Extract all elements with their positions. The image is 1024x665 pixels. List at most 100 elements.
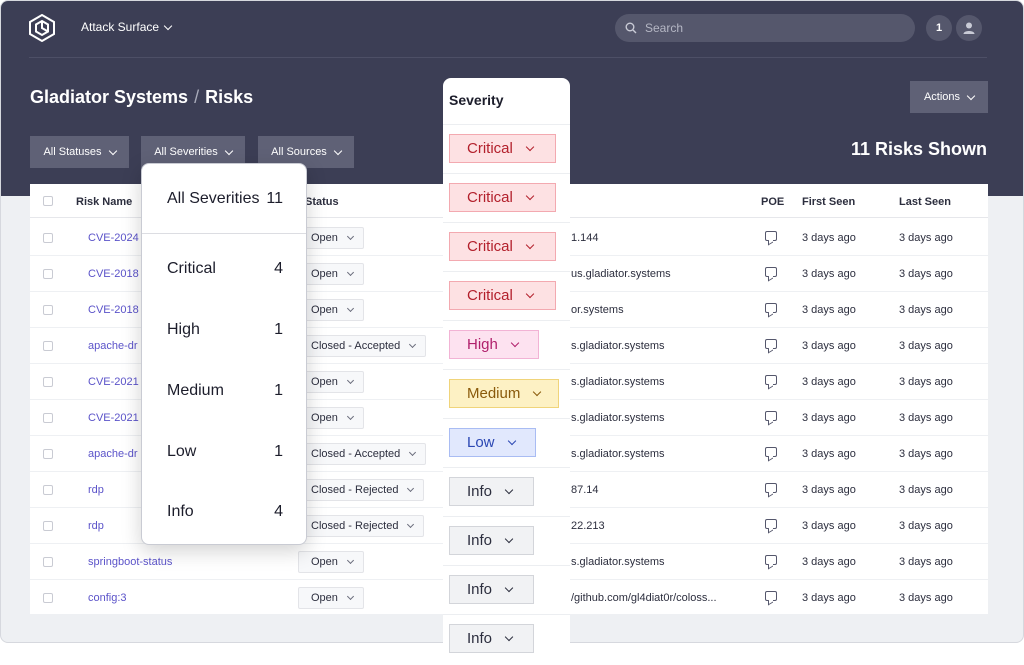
- row-checkbox[interactable]: [43, 593, 53, 603]
- severity-filter[interactable]: All Severities: [141, 136, 245, 168]
- first-seen-cell: 3 days ago: [802, 232, 856, 244]
- status-select[interactable]: Open: [298, 587, 364, 609]
- status-select[interactable]: Open: [298, 227, 364, 249]
- severity-badge[interactable]: Info: [449, 624, 534, 653]
- risk-name-link[interactable]: CVE-2021: [88, 412, 139, 424]
- page-title: Risks: [205, 87, 254, 107]
- last-seen-cell: 3 days ago: [899, 592, 953, 604]
- comment-icon[interactable]: [765, 411, 777, 421]
- comment-icon[interactable]: [765, 555, 777, 565]
- first-seen-cell: 3 days ago: [802, 412, 856, 424]
- asset-cell: /github.com/gl4diat0r/coloss...: [571, 592, 717, 604]
- logo-icon[interactable]: [29, 14, 55, 42]
- severity-badge[interactable]: Low: [449, 428, 536, 457]
- comment-icon[interactable]: [765, 447, 777, 457]
- source-filter[interactable]: All Sources: [258, 136, 354, 168]
- severity-option[interactable]: Info 4: [167, 503, 283, 521]
- search-input[interactable]: [645, 21, 885, 35]
- actions-button[interactable]: Actions: [910, 81, 988, 113]
- severity-badge[interactable]: Info: [449, 526, 534, 555]
- status-select[interactable]: Closed - Rejected: [298, 515, 425, 537]
- comment-icon[interactable]: [765, 267, 777, 277]
- status-select[interactable]: Open: [298, 263, 364, 285]
- comment-icon[interactable]: [765, 231, 777, 241]
- row-checkbox[interactable]: [43, 521, 53, 531]
- severity-badge[interactable]: Critical: [449, 134, 556, 163]
- comment-icon[interactable]: [765, 483, 777, 493]
- risk-name-link[interactable]: rdp: [88, 520, 104, 532]
- column-risk-name[interactable]: Risk Name: [76, 196, 133, 208]
- severity-badge[interactable]: High: [449, 330, 539, 359]
- notifications-badge[interactable]: 1: [926, 15, 952, 41]
- severity-badge[interactable]: Info: [449, 477, 534, 506]
- row-checkbox[interactable]: [43, 413, 53, 423]
- row-checkbox[interactable]: [43, 449, 53, 459]
- column-poe[interactable]: POE: [761, 196, 785, 208]
- comment-icon[interactable]: [765, 375, 777, 385]
- app-switcher[interactable]: Attack Surface: [81, 20, 173, 34]
- severity-option[interactable]: Critical 4: [167, 260, 283, 278]
- severity-option[interactable]: All Severities 11: [167, 190, 283, 208]
- row-checkbox[interactable]: [43, 341, 53, 351]
- row-checkbox[interactable]: [43, 233, 53, 243]
- comment-icon[interactable]: [765, 591, 777, 601]
- severity-badge[interactable]: Info: [449, 575, 534, 604]
- comment-icon[interactable]: [765, 303, 777, 313]
- risk-name-link[interactable]: CVE-2018: [88, 304, 139, 316]
- severity-badge[interactable]: Medium: [449, 379, 559, 408]
- chevron-down-icon: [346, 268, 354, 277]
- risk-name-link[interactable]: apache-dr: [88, 448, 138, 460]
- search-bar[interactable]: [615, 14, 915, 42]
- first-seen-cell: 3 days ago: [802, 484, 856, 496]
- row-checkbox[interactable]: [43, 377, 53, 387]
- severity-row-divider: [443, 418, 570, 419]
- status-value: Open: [311, 268, 338, 280]
- risk-name-link[interactable]: rdp: [88, 484, 104, 496]
- chevron-down-icon: [504, 485, 514, 495]
- status-select[interactable]: Open: [298, 371, 364, 393]
- row-checkbox[interactable]: [43, 557, 53, 567]
- status-select[interactable]: Open: [298, 551, 364, 573]
- status-select[interactable]: Open: [298, 407, 364, 429]
- avatar[interactable]: [956, 15, 982, 41]
- row-checkbox[interactable]: [43, 485, 53, 495]
- risk-name-link[interactable]: config:3: [88, 592, 127, 604]
- risk-name-link[interactable]: springboot-status: [88, 556, 173, 568]
- severity-option[interactable]: Low 1: [167, 443, 283, 461]
- row-checkbox[interactable]: [43, 305, 53, 315]
- severity-badge-label: Critical: [467, 287, 513, 304]
- severity-column-panel: Severity Critical Critical Critical Critica…: [443, 78, 570, 665]
- status-select[interactable]: Closed - Rejected: [298, 479, 425, 501]
- last-seen-cell: 3 days ago: [899, 484, 953, 496]
- column-first-seen[interactable]: First Seen: [802, 196, 856, 208]
- risk-name-link[interactable]: CVE-2018: [88, 268, 139, 280]
- row-checkbox[interactable]: [43, 269, 53, 279]
- select-all-checkbox[interactable]: [43, 196, 53, 206]
- last-seen-cell: 3 days ago: [899, 376, 953, 388]
- risk-name-link[interactable]: CVE-2024: [88, 232, 139, 244]
- severity-row-divider: [443, 320, 570, 321]
- severity-option[interactable]: High 1: [167, 321, 283, 339]
- status-select[interactable]: Closed - Accepted: [298, 335, 427, 357]
- chevron-down-icon: [163, 21, 173, 30]
- last-seen-cell: 3 days ago: [899, 448, 953, 460]
- severity-option[interactable]: Medium 1: [167, 382, 283, 400]
- table-row[interactable]: CVE-2021 Open s.gladiator.systems 3 days ag…: [30, 400, 988, 436]
- status-value: Closed - Rejected: [311, 484, 399, 496]
- status-select[interactable]: Closed - Accepted: [298, 443, 427, 465]
- last-seen-cell: 3 days ago: [899, 556, 953, 568]
- risk-name-link[interactable]: apache-dr: [88, 340, 138, 352]
- severity-badge[interactable]: Critical: [449, 183, 556, 212]
- status-select[interactable]: Open: [298, 299, 364, 321]
- risk-name-link[interactable]: CVE-2021: [88, 376, 139, 388]
- severity-option-count: 1: [274, 321, 283, 338]
- column-last-seen[interactable]: Last Seen: [899, 196, 951, 208]
- comment-icon[interactable]: [765, 339, 777, 349]
- last-seen-cell: 3 days ago: [899, 412, 953, 424]
- comment-icon[interactable]: [765, 519, 777, 529]
- column-status[interactable]: Status: [305, 196, 339, 208]
- severity-badge[interactable]: Critical: [449, 281, 556, 310]
- status-filter[interactable]: All Statuses: [30, 136, 129, 168]
- breadcrumb-org[interactable]: Gladiator Systems: [30, 87, 189, 107]
- severity-badge[interactable]: Critical: [449, 232, 556, 261]
